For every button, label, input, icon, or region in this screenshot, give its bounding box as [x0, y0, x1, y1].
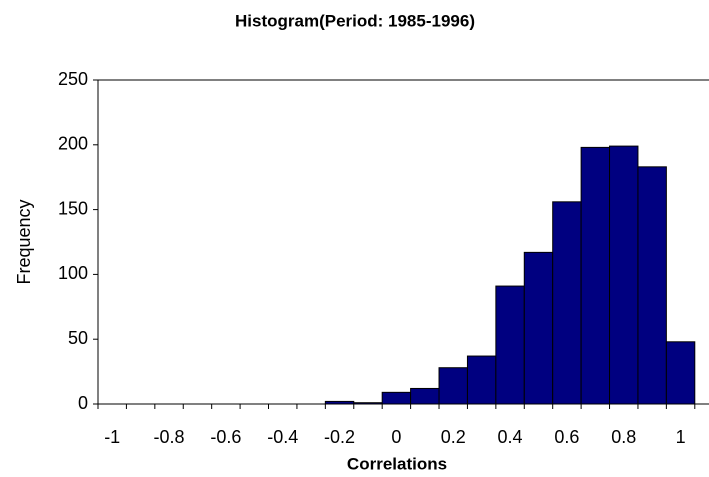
bar [353, 402, 383, 405]
bar [466, 355, 497, 405]
y-tick-label: 50 [68, 328, 88, 348]
x-tick-label: 1 [676, 427, 686, 447]
bar [324, 400, 355, 405]
bar [609, 145, 639, 405]
bar [410, 387, 440, 405]
y-tick-label: 100 [58, 263, 88, 283]
chart-title: Histogram(Period: 1985-1996) [235, 11, 475, 30]
x-tick-label: 0.4 [498, 427, 523, 447]
x-tick-label: -0.4 [267, 427, 298, 447]
y-tick-label: 250 [58, 69, 88, 89]
bar [495, 285, 525, 405]
bar [552, 201, 582, 405]
y-tick-label: 150 [58, 198, 88, 218]
x-tick-label: -0.2 [324, 427, 355, 447]
y-axis-label: Frequency [14, 199, 34, 284]
x-tick-label: 0 [391, 427, 401, 447]
y-tick-label: 200 [58, 134, 88, 154]
bar [665, 341, 696, 405]
x-tick-label: 0.2 [441, 427, 466, 447]
bar [381, 391, 412, 405]
x-tick-label: -0.8 [154, 427, 185, 447]
x-tick-label: 0.6 [554, 427, 579, 447]
x-tick-label: 0.8 [611, 427, 636, 447]
bar [637, 166, 667, 405]
y-tick-label: 0 [78, 393, 88, 413]
x-axis-label: Correlations [347, 454, 447, 473]
bar [580, 146, 611, 405]
x-tick-label: -1 [104, 427, 120, 447]
x-tick-label: -0.6 [210, 427, 241, 447]
bar [523, 251, 554, 405]
bar [438, 367, 468, 405]
